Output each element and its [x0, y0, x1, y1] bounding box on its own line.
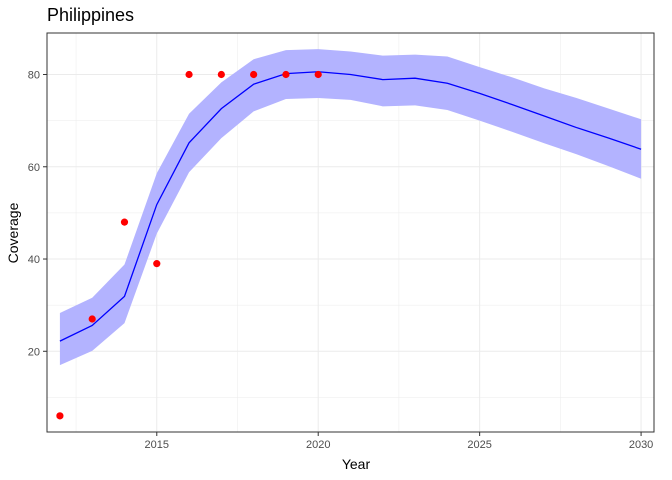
y-axis: 20 40 60 80	[28, 70, 47, 358]
data-point	[120, 218, 129, 226]
confidence-ribbon	[59, 49, 642, 366]
data-point	[153, 260, 161, 268]
data-point	[185, 70, 193, 79]
x-axis-title: Year	[342, 456, 371, 472]
y-axis-title: Coverage	[5, 202, 21, 263]
data-point	[88, 315, 96, 323]
chart-title: Philippines	[47, 5, 134, 25]
x-tick-label: 2015	[145, 439, 169, 451]
data-point	[217, 70, 225, 79]
x-tick-label: 2020	[306, 439, 330, 451]
panel-border	[46, 32, 655, 433]
y-tick-label: 20	[28, 346, 40, 358]
trend-line	[59, 71, 642, 342]
x-tick-label: 2025	[467, 439, 491, 451]
y-tick-label: 40	[28, 254, 40, 266]
y-tick-label: 60	[28, 162, 40, 174]
observed-points	[56, 70, 322, 420]
x-tick-label: 2030	[629, 439, 653, 451]
data-point	[314, 70, 322, 79]
data-point	[56, 412, 64, 420]
y-tick-label: 80	[28, 70, 40, 82]
data-point	[250, 70, 258, 79]
data-point	[282, 70, 290, 79]
x-axis: 2015 2020 2025 2030	[145, 432, 653, 451]
